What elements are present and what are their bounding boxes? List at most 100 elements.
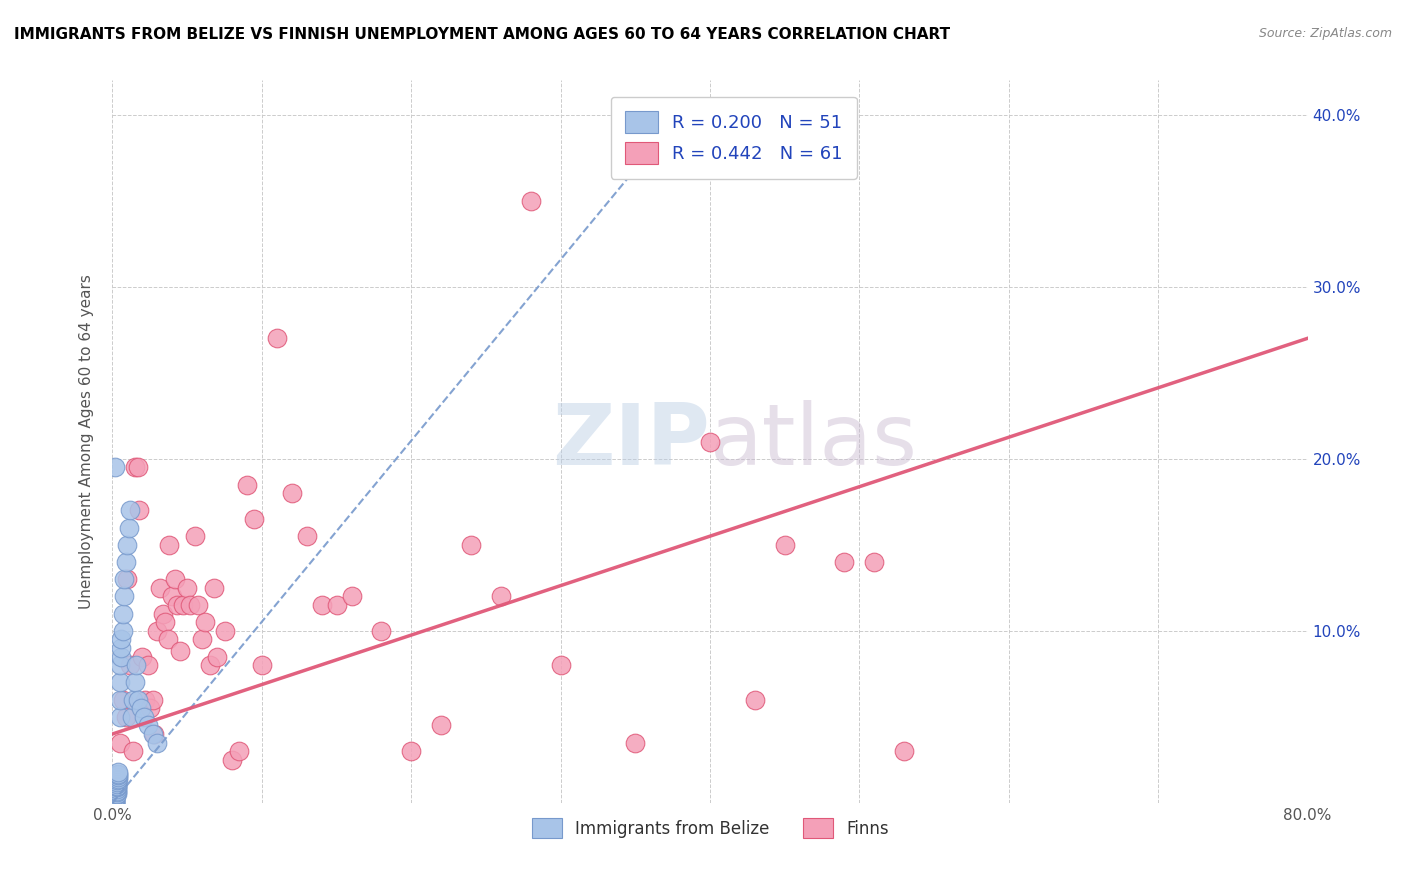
Point	[134, 692, 156, 706]
Point	[104, 792, 127, 806]
Point	[172, 598, 194, 612]
Point	[111, 607, 134, 621]
Point	[281, 486, 304, 500]
Point	[228, 744, 250, 758]
Point	[138, 718, 160, 732]
Legend: Immigrants from Belize, Finns: Immigrants from Belize, Finns	[524, 812, 896, 845]
Point	[108, 675, 131, 690]
Point	[250, 658, 273, 673]
Point	[115, 710, 138, 724]
Point	[624, 735, 647, 749]
Point	[142, 727, 165, 741]
Point	[114, 572, 135, 586]
Point	[153, 615, 176, 630]
Point	[105, 775, 128, 789]
Point	[104, 796, 127, 810]
Point	[863, 555, 886, 569]
Point	[131, 649, 153, 664]
Point	[221, 753, 243, 767]
Point	[104, 787, 127, 801]
Point	[114, 590, 135, 604]
Point	[744, 692, 766, 706]
Point	[107, 770, 129, 784]
Point	[110, 640, 132, 655]
Point	[129, 701, 152, 715]
Point	[325, 598, 347, 612]
Point	[121, 710, 143, 724]
Point	[169, 644, 191, 658]
Point	[128, 503, 150, 517]
Point	[143, 727, 166, 741]
Text: IMMIGRANTS FROM BELIZE VS FINNISH UNEMPLOYMENT AMONG AGES 60 TO 64 YEARS CORRELA: IMMIGRANTS FROM BELIZE VS FINNISH UNEMPL…	[14, 27, 950, 42]
Point	[104, 460, 127, 475]
Point	[105, 787, 128, 801]
Point	[460, 538, 482, 552]
Point	[111, 624, 134, 638]
Point	[834, 555, 856, 569]
Point	[120, 658, 142, 673]
Point	[107, 764, 129, 779]
Point	[198, 658, 221, 673]
Point	[166, 598, 188, 612]
Point	[105, 780, 128, 795]
Point	[105, 782, 128, 797]
Point	[105, 777, 128, 791]
Point	[194, 615, 217, 630]
Point	[104, 796, 127, 810]
Point	[179, 598, 201, 612]
Point	[105, 779, 128, 793]
Point	[205, 649, 228, 664]
Point	[105, 785, 128, 799]
Point	[149, 581, 172, 595]
Point	[191, 632, 214, 647]
Point	[152, 607, 174, 621]
Point	[117, 538, 139, 552]
Point	[124, 675, 146, 690]
Point	[550, 658, 572, 673]
Point	[489, 590, 512, 604]
Point	[183, 529, 205, 543]
Point	[214, 624, 236, 638]
Text: Source: ZipAtlas.com: Source: ZipAtlas.com	[1258, 27, 1392, 40]
Point	[146, 735, 169, 749]
Y-axis label: Unemployment Among Ages 60 to 64 years: Unemployment Among Ages 60 to 64 years	[79, 274, 94, 609]
Point	[311, 598, 333, 612]
Text: atlas: atlas	[710, 400, 918, 483]
Point	[127, 460, 149, 475]
Point	[122, 744, 145, 758]
Point	[120, 503, 142, 517]
Point	[202, 581, 225, 595]
Point	[893, 744, 915, 758]
Point	[122, 692, 145, 706]
Point	[773, 538, 796, 552]
Point	[236, 477, 259, 491]
Point	[104, 792, 127, 806]
Point	[117, 572, 139, 586]
Point	[157, 538, 180, 552]
Point	[105, 773, 128, 788]
Point	[138, 658, 160, 673]
Point	[125, 658, 148, 673]
Point	[115, 555, 138, 569]
Point	[107, 772, 129, 786]
Point	[266, 331, 288, 345]
Point	[108, 735, 131, 749]
Point	[118, 520, 141, 534]
Point	[520, 194, 543, 208]
Point	[176, 581, 198, 595]
Point	[699, 434, 721, 449]
Point	[295, 529, 318, 543]
Point	[146, 624, 169, 638]
Point	[340, 590, 363, 604]
Point	[162, 590, 183, 604]
Point	[127, 692, 149, 706]
Point	[104, 794, 127, 808]
Point	[110, 632, 132, 647]
Point	[107, 768, 129, 782]
Text: ZIP: ZIP	[553, 400, 710, 483]
Point	[108, 692, 131, 706]
Point	[401, 744, 423, 758]
Point	[104, 796, 127, 810]
Point	[104, 794, 127, 808]
Point	[104, 789, 127, 803]
